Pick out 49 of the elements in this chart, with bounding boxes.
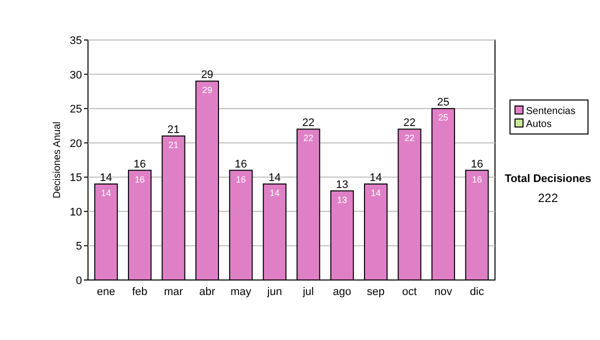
total-label: 16 (134, 158, 146, 170)
total-label: 21 (167, 124, 180, 136)
x-tick-label: nov (434, 286, 453, 298)
x-tick-label: mar (164, 286, 184, 298)
x-tick-label: sep (366, 286, 385, 298)
legend-label: Sentencias (526, 106, 576, 117)
data-label: 29 (202, 85, 212, 96)
total-label: 16 (234, 158, 248, 170)
data-label: 14 (270, 188, 280, 198)
y-tick-label: 30 (70, 69, 82, 82)
data-label: 16 (472, 174, 482, 184)
total-label: 13 (336, 178, 348, 191)
total-label: 25 (437, 96, 450, 109)
x-tick-label: oct (402, 286, 417, 298)
y-axis-title: Decisiones Anual (52, 122, 63, 198)
y-tick-label: 0 (76, 275, 82, 287)
x-tick-label: may (230, 286, 252, 298)
y-tick-label: 15 (70, 172, 82, 184)
total-label: 14 (100, 172, 112, 184)
total-label: 22 (302, 117, 314, 130)
total-label: 14 (370, 172, 382, 184)
x-tick-label: dic (470, 286, 484, 298)
data-label: 16 (134, 174, 145, 184)
x-tick-label: jul (302, 286, 314, 298)
data-label: 14 (370, 188, 381, 198)
y-tick-label: 35 (70, 35, 82, 47)
x-tick-label: abr (199, 286, 216, 298)
y-tick-label: 10 (70, 206, 82, 218)
text: 222 (538, 191, 558, 205)
y-tick-label: 5 (76, 240, 82, 253)
total-label: 22 (403, 117, 416, 130)
data-label: 22 (404, 133, 415, 144)
data-label: 22 (303, 133, 314, 144)
x-tick-label: ago (332, 286, 352, 298)
x-tick-label: jun (266, 286, 282, 298)
total-label: 14 (268, 172, 281, 184)
data-label: 21 (168, 140, 178, 150)
total-label: 29 (201, 69, 214, 82)
data-label: 16 (236, 174, 246, 184)
data-label: 13 (337, 194, 348, 205)
x-tick-label: ene (96, 286, 116, 298)
data-label: 14 (101, 188, 112, 198)
text: Total Decisiones (504, 173, 592, 185)
x-tick-label: feb (132, 286, 148, 298)
legend-label: Autos (526, 119, 552, 130)
y-tick-label: 25 (70, 104, 82, 116)
data-label: 25 (438, 112, 448, 123)
y-tick-label: 20 (70, 138, 82, 150)
total-label: 16 (470, 158, 484, 170)
